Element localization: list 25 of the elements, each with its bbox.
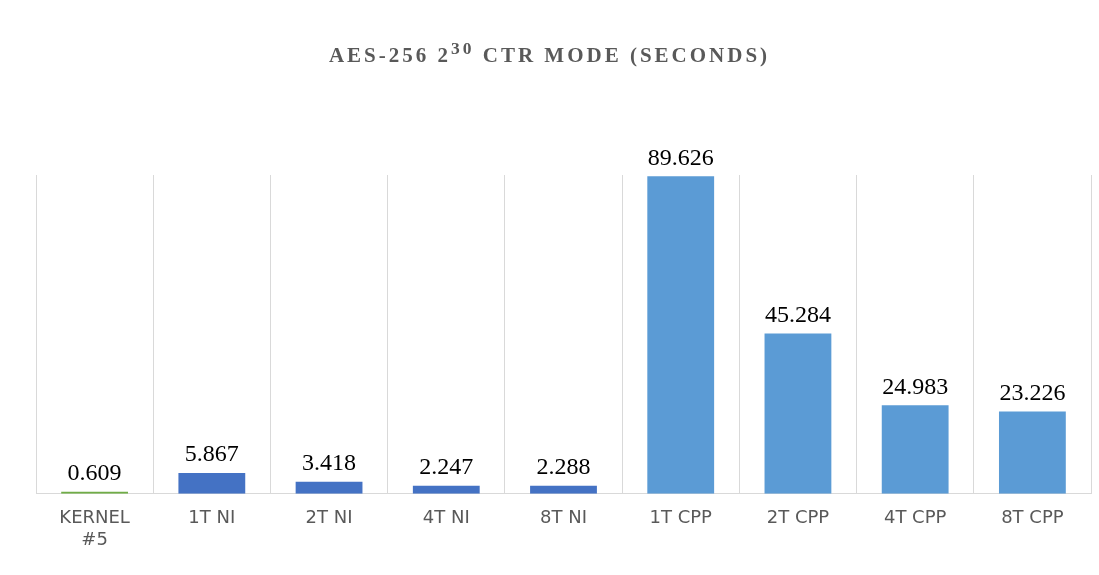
- x-tick-label: 2T NI: [305, 506, 353, 528]
- data-label: 45.284: [764, 300, 831, 327]
- data-label: 2.288: [536, 452, 591, 479]
- bar: [998, 411, 1066, 494]
- data-label: 0.609: [67, 458, 122, 485]
- x-tick-label: 1T NI: [188, 506, 236, 528]
- data-label: 2.247: [419, 453, 474, 480]
- x-tick-label: 8T NI: [540, 506, 587, 528]
- bar: [647, 176, 715, 494]
- x-tick-label: 4T CPP: [883, 506, 947, 528]
- bar: [295, 481, 363, 494]
- data-label: 24.983: [882, 372, 949, 399]
- chart-title: AES-256 2$^{30}$ CTR MODE (SECONDS): [327, 38, 772, 68]
- data-label: 5.867: [184, 440, 239, 467]
- data-label: 3.418: [302, 448, 357, 475]
- bar: [178, 473, 246, 494]
- x-tick-label: 2T CPP: [766, 506, 830, 528]
- x-tick-label: 1T CPP: [649, 506, 713, 528]
- x-tick-label: 8T CPP: [1001, 506, 1064, 528]
- data-label: 89.626: [647, 143, 714, 170]
- bar: [764, 333, 832, 494]
- data-label: 23.226: [999, 378, 1066, 405]
- x-tick-label: KERNEL #5: [59, 506, 130, 549]
- x-tick-label: 4T NI: [422, 506, 470, 528]
- bar: [881, 405, 949, 494]
